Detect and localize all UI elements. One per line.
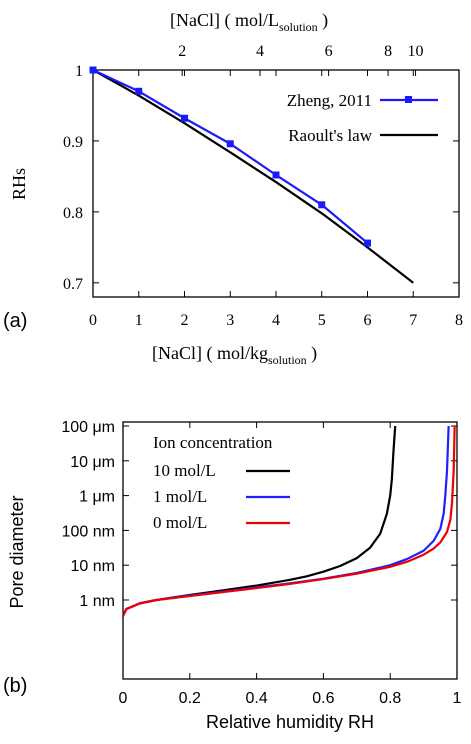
legend-title: Ion concentration xyxy=(153,433,273,452)
top-tick-label: 6 xyxy=(325,43,333,60)
y-tick-label: 0.9 xyxy=(63,134,83,151)
panel-b-label: (b) xyxy=(3,675,27,697)
y-tick-label: 1 nm xyxy=(79,593,115,610)
legend-entry-zheng-2011-marker xyxy=(405,96,412,103)
y-tick-label: 10 nm xyxy=(71,558,115,575)
panel-b-series xyxy=(122,425,456,617)
y-tick-label: 100 μm xyxy=(61,419,115,436)
y-tick-label: 100 nm xyxy=(62,523,115,540)
x-tick-label: 0 xyxy=(119,690,128,707)
panel-a-chart: 0 1 2 3 4 5 6 7 8 0.7 0.8 0.9 1 2 4 6 8 10 [NaCl] ( mol/L… xyxy=(3,10,463,367)
top-tick-label: 4 xyxy=(256,43,264,60)
x-tick-label: 8 xyxy=(455,312,463,329)
series-line-0-mol-l xyxy=(122,425,456,617)
panel-a-legend: Zheng, 2011 Raoult's law xyxy=(287,91,438,145)
x-tick-label: 0.6 xyxy=(312,690,334,707)
x-tick-label: 2 xyxy=(181,312,189,329)
panel-b-x-axis-title: Relative humidity RH xyxy=(206,712,374,732)
legend-entry-0-mol-label: 0 mol/L xyxy=(153,513,207,532)
y-tick-label: 0.8 xyxy=(63,205,83,222)
legend-entry-raoults-law-label: Raoult's law xyxy=(288,126,373,145)
panel-a-ticks: 0 1 2 3 4 5 6 7 8 0.7 0.8 0.9 1 2 4 6 8 10 xyxy=(63,43,463,329)
top-tick-label: 2 xyxy=(178,43,186,60)
panel-b-legend: Ion concentration 10 mol/L 1 mol/L 0 mol… xyxy=(153,433,290,532)
panel-b-y-axis-title: Pore diameter xyxy=(7,495,27,608)
data-point-zheng-2011 xyxy=(226,140,234,148)
panel-a-x-axis-title: [NaCl] ( mol/kgsolution ) xyxy=(152,343,317,367)
data-point-zheng-2011 xyxy=(272,171,280,179)
y-tick-label: 1 xyxy=(75,63,83,80)
legend-entry-10-mol-label: 10 mol/L xyxy=(153,461,216,480)
y-tick-label: 1 μm xyxy=(79,489,115,506)
data-point-zheng-2011 xyxy=(135,87,143,95)
panel-b-plot-frame xyxy=(122,421,458,680)
x-tick-label: 1 xyxy=(135,312,143,329)
panel-a-label: (a) xyxy=(3,310,27,332)
panel-a-top-axis-title: [NaCl] ( mol/Lsolution ) xyxy=(170,10,328,34)
data-point-zheng-2011 xyxy=(364,239,371,247)
x-tick-label: 3 xyxy=(226,312,234,329)
y-tick-label: 10 μm xyxy=(70,454,115,471)
x-tick-label: 0.8 xyxy=(379,690,401,707)
x-tick-label: 5 xyxy=(318,312,326,329)
panel-a-series xyxy=(89,66,414,284)
y-tick-label: 0.7 xyxy=(63,276,83,293)
data-point-zheng-2011 xyxy=(318,201,326,209)
x-tick-label: 0.4 xyxy=(245,690,267,707)
legend-entry-zheng-2011-label: Zheng, 2011 xyxy=(287,91,372,110)
legend-entry-1-mol-label: 1 mol/L xyxy=(153,487,207,506)
x-tick-label: 4 xyxy=(272,312,280,329)
panel-b-chart: 0 0.2 0.4 0.6 0.8 1 1 nm 10 nm 100 nm 1 μm 10 μm 10… xyxy=(3,419,462,732)
panel-a-plot-frame xyxy=(92,69,460,298)
panel-b-ticks: 0 0.2 0.4 0.6 0.8 1 1 nm 10 nm 100 nm 1 μm 10 μm 10… xyxy=(61,419,461,707)
series-line-raoult-s-law xyxy=(92,69,414,284)
x-tick-label: 7 xyxy=(409,312,417,329)
x-tick-label: 6 xyxy=(364,312,372,329)
x-tick-label: 0.2 xyxy=(179,690,201,707)
data-point-zheng-2011 xyxy=(181,114,188,122)
x-tick-label: 1 xyxy=(453,690,462,707)
data-point-zheng-2011 xyxy=(89,66,97,74)
x-tick-label: 0 xyxy=(89,312,97,329)
top-tick-label: 8 xyxy=(384,43,392,60)
panel-a-y-axis-title: RHs xyxy=(9,168,29,200)
top-tick-label: 10 xyxy=(408,43,424,60)
